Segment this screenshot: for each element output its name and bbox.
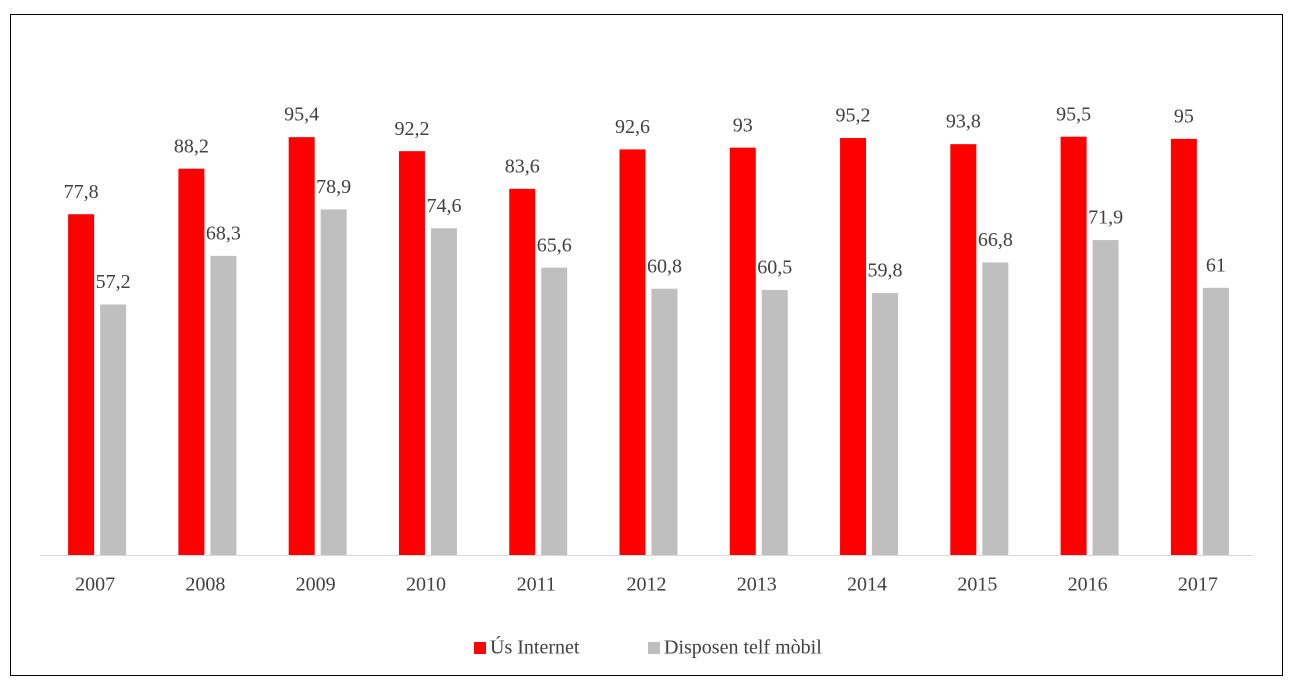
data-label: 60,8 [647,255,682,277]
data-label: 74,6 [426,195,461,217]
data-label: 92,2 [394,118,429,140]
bar [1060,136,1087,555]
bar [541,267,568,555]
data-label: 95 [1174,105,1194,127]
bar [178,168,205,555]
legend-label: Disposen telf mòbil [664,637,822,659]
data-label: 77,8 [64,181,99,203]
x-tick-label: 2008 [185,574,225,596]
legend-swatch [648,642,660,654]
bar [619,149,646,556]
data-label: 71,9 [1088,207,1123,229]
bar [982,262,1009,555]
x-tick-label: 2011 [517,574,556,596]
data-label: 83,6 [505,155,540,177]
data-label: 95,2 [836,105,871,127]
data-label: 65,6 [537,234,572,256]
bar [320,209,347,555]
data-label: 93,8 [946,111,981,133]
bar [651,288,678,555]
data-label: 93 [733,114,753,136]
bar [288,137,315,555]
bar [100,304,127,555]
bar [872,293,899,555]
bar [430,228,457,555]
legend-swatch [474,642,486,654]
data-label: 88,2 [174,135,209,157]
bar [840,138,867,556]
x-tick-label: 2017 [1178,574,1218,596]
x-tick-label: 2016 [1068,574,1108,596]
bar [1170,138,1197,555]
x-tick-label: 2007 [75,574,115,596]
bar [1092,240,1119,555]
data-label: 95,5 [1056,103,1091,125]
bar [1202,287,1229,555]
data-label: 60,5 [757,257,792,279]
bar [729,147,756,555]
data-label: 57,2 [96,271,131,293]
bar [210,255,237,555]
bar [398,151,425,555]
bar [68,214,95,555]
data-label: 78,9 [316,176,351,198]
bar [761,290,788,555]
data-label: 61 [1206,254,1226,276]
legend-label: Ús Internet [490,635,580,659]
data-label: 66,8 [978,229,1013,251]
bar [950,144,977,555]
x-tick-label: 2013 [737,574,777,596]
data-label: 68,3 [206,222,241,244]
x-tick-label: 2010 [406,574,446,596]
x-tick-label: 2015 [957,574,997,596]
x-tick-label: 2014 [847,574,887,596]
bar [509,188,536,555]
x-tick-label: 2009 [296,574,336,596]
data-label: 92,6 [615,116,650,138]
x-tick-label: 2012 [627,574,667,596]
data-label: 59,8 [868,260,903,282]
data-label: 95,4 [284,104,319,126]
